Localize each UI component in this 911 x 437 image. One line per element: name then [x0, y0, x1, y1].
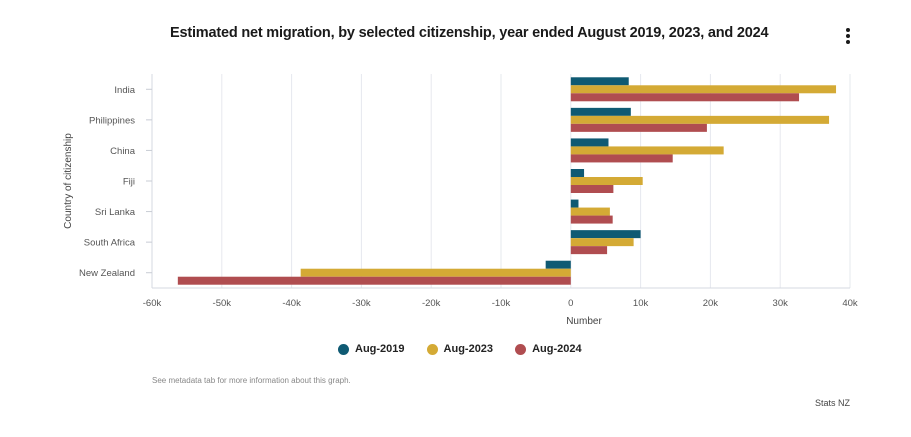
y-tick-label: New Zealand — [79, 268, 135, 279]
bar-aug-2023-china[interactable] — [570, 146, 724, 155]
bar-aug-2024-fiji[interactable] — [570, 185, 614, 193]
bar-chart: India Philippines China Fiji Sri Lanka South … — [63, 74, 858, 327]
legend-item-aug-2023[interactable]: Aug-2023 — [426, 343, 494, 355]
legend-dot-icon — [426, 343, 438, 355]
legend: Aug-2019 Aug-2023 Aug-2024 — [338, 343, 582, 355]
vertical-ellipsis-icon-dot — [846, 40, 850, 44]
bar-aug-2023-south-africa[interactable] — [570, 238, 634, 247]
y-tick-label: Fiji — [123, 177, 135, 188]
bar-aug-2024-india[interactable] — [570, 93, 800, 102]
bar-aug-2024-china[interactable] — [570, 154, 673, 163]
x-tick-label: -50k — [213, 298, 232, 309]
x-tick-label: 40k — [842, 298, 858, 309]
vertical-ellipsis-icon-dot — [846, 34, 850, 38]
vertical-ellipsis-icon — [846, 28, 850, 32]
legend-item-aug-2024[interactable]: Aug-2024 — [515, 343, 582, 355]
x-tick-label: 0 — [568, 298, 573, 309]
x-tick-label: -10k — [492, 298, 511, 309]
bar-aug-2019-fiji[interactable] — [570, 169, 585, 177]
legend-label: Aug-2023 — [443, 343, 494, 355]
bar-aug-2019-philippines[interactable] — [570, 107, 631, 116]
legend-item-aug-2019[interactable]: Aug-2019 — [338, 343, 405, 355]
x-tick-label: -40k — [282, 298, 301, 309]
bar-aug-2019-sri-lanka[interactable] — [570, 199, 579, 208]
x-tick-label: 20k — [703, 298, 719, 309]
bar-aug-2023-philippines[interactable] — [570, 115, 830, 124]
bar-aug-2024-sri-lanka[interactable] — [570, 215, 613, 224]
y-axis-title: Country of citizenship — [63, 133, 74, 229]
x-axis: -60k -50k -40k -30k -20k -10k 0 10k 20k 30k 40k — [143, 298, 858, 309]
bar-aug-2024-philippines[interactable] — [570, 123, 707, 132]
bar-aug-2023-sri-lanka[interactable] — [570, 207, 610, 216]
legend-dot-icon — [515, 343, 527, 355]
bar-aug-2023-india[interactable] — [570, 85, 837, 94]
x-tick-label: 30k — [773, 298, 789, 309]
bars — [177, 77, 837, 285]
y-tick-label: China — [110, 146, 136, 157]
legend-label: Aug-2024 — [532, 343, 582, 355]
x-axis-title: Number — [566, 316, 602, 327]
bar-aug-2024-new-zealand[interactable] — [177, 276, 571, 285]
chart-title: Estimated net migration, by selected cit… — [170, 25, 769, 41]
y-tick-label: India — [114, 85, 135, 96]
bar-aug-2019-south-africa[interactable] — [570, 230, 641, 239]
x-tick-label: -30k — [352, 298, 371, 309]
metadata-note: See metadata tab for more information ab… — [152, 376, 351, 385]
x-tick-label: 10k — [633, 298, 649, 309]
y-tick-label: South Africa — [84, 238, 136, 249]
x-tick-label: -60k — [143, 298, 162, 309]
bar-aug-2023-new-zealand[interactable] — [300, 268, 571, 277]
chart-menu-button[interactable] — [843, 28, 853, 48]
legend-label: Aug-2019 — [355, 343, 405, 355]
grid-lines — [151, 74, 851, 289]
source-label: Stats NZ — [814, 398, 850, 408]
bar-aug-2019-china[interactable] — [570, 138, 609, 147]
x-tick-label: -20k — [422, 298, 441, 309]
y-tick-label: Philippines — [89, 115, 135, 126]
bar-aug-2019-new-zealand[interactable] — [545, 260, 571, 269]
legend-dot-icon — [338, 343, 349, 355]
bar-aug-2024-south-africa[interactable] — [570, 246, 608, 255]
bar-aug-2019-india[interactable] — [570, 77, 629, 86]
y-tick-label: Sri Lanka — [95, 207, 136, 218]
y-axis: India Philippines China Fiji Sri Lanka South … — [79, 85, 152, 279]
bar-aug-2023-fiji[interactable] — [570, 177, 643, 185]
